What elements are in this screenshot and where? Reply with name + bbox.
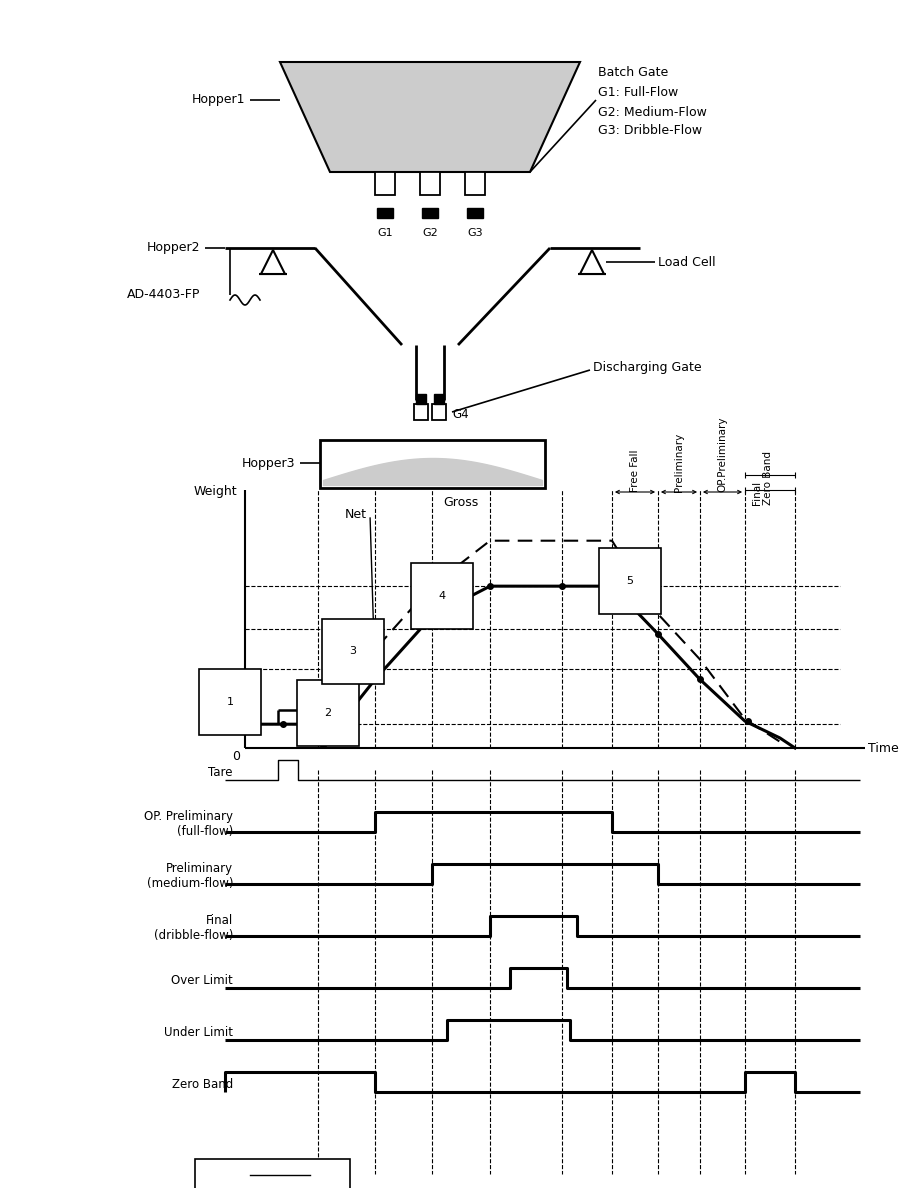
Text: 1: 1 [227,697,233,707]
Polygon shape [580,249,604,274]
Bar [195,1159,350,1188]
Text: Under Limit: Under Limit [164,1025,233,1038]
Text: 2: 2 [324,708,331,718]
Text: Gross: Gross [443,495,478,508]
Text: Hopper2: Hopper2 [147,241,200,254]
Bar [465,172,485,195]
Bar [467,208,483,219]
Text: G1: Full-Flow: G1: Full-Flow [598,87,678,100]
Text: Hopper3: Hopper3 [241,456,295,469]
Bar [432,404,446,421]
Text: G2: Medium-Flow: G2: Medium-Flow [598,106,707,119]
Bar [422,208,438,219]
Text: 5: 5 [626,576,633,586]
Polygon shape [280,62,580,172]
Text: G4: G4 [452,409,468,422]
Text: G1: G1 [377,228,393,238]
Text: OP. Preliminary
(full-flow): OP. Preliminary (full-flow) [144,810,233,838]
Text: Load Cell: Load Cell [658,255,716,268]
Text: 3: 3 [350,646,356,657]
Text: Preliminary
(medium-flow): Preliminary (medium-flow) [147,862,233,890]
Text: Batch Gate: Batch Gate [598,65,668,78]
Text: Final: Final [752,481,762,505]
Bar [416,394,426,404]
Text: Final
(dribble-flow): Final (dribble-flow) [153,914,233,942]
Bar [375,172,395,195]
Bar [414,404,428,421]
Polygon shape [261,249,285,274]
Text: Input: Input [203,1169,233,1182]
Text: Weight: Weight [194,486,237,499]
Bar [377,208,393,219]
Text: Free Fall: Free Fall [630,449,640,492]
Text: 0: 0 [232,750,240,763]
Bar [434,394,444,404]
Text: Time: Time [868,741,899,754]
Text: G3: Dribble-Flow: G3: Dribble-Flow [598,125,702,138]
Text: Zero Band: Zero Band [763,451,773,505]
Text: G3: G3 [467,228,483,238]
Text: Discharging Gate: Discharging Gate [593,361,701,374]
Text: Output: Output [203,1187,244,1188]
Text: Tare: Tare [208,765,233,778]
Bar [320,440,545,488]
Text: OP.Preliminary: OP.Preliminary [718,417,727,492]
Text: Net: Net [345,508,367,522]
Text: Zero Band: Zero Band [172,1078,233,1091]
Text: Preliminary: Preliminary [674,432,684,492]
Text: Hopper1: Hopper1 [192,94,245,107]
Text: G2: G2 [422,228,438,238]
Bar [420,172,440,195]
Text: Over Limit: Over Limit [172,973,233,986]
Text: AD-4403-FP: AD-4403-FP [127,289,200,302]
Text: 4: 4 [439,592,445,601]
